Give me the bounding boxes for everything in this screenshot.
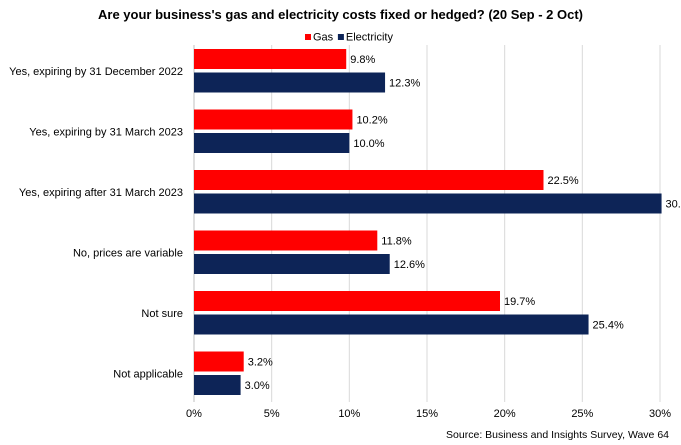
x-tick-label: 30% bbox=[649, 408, 671, 420]
bar-electricity bbox=[194, 375, 241, 395]
chart-title: Are your business's gas and electricity … bbox=[98, 7, 583, 22]
data-label: 12.6% bbox=[394, 259, 425, 271]
bar-gas bbox=[194, 109, 353, 130]
category-label: Yes, expiring after 31 March 2023 bbox=[19, 187, 183, 199]
x-tick-label: 20% bbox=[494, 408, 516, 420]
bar-gas bbox=[194, 170, 544, 190]
category-label: Not sure bbox=[141, 308, 183, 320]
x-tick-label: 0% bbox=[186, 408, 202, 420]
data-label: 10.2% bbox=[356, 115, 387, 127]
bar-gas bbox=[194, 230, 378, 251]
bar-electricity bbox=[194, 254, 390, 274]
legend-label-gas: Gas bbox=[313, 32, 334, 44]
x-tick-label: 25% bbox=[571, 408, 593, 420]
data-label: 11.8% bbox=[381, 236, 412, 248]
data-label: 12.3% bbox=[389, 78, 420, 90]
bar-electricity bbox=[194, 314, 589, 335]
category-label: Yes, expiring by 31 March 2023 bbox=[29, 126, 183, 138]
category-label: Not applicable bbox=[113, 368, 183, 380]
source-note: Source: Business and Insights Survey, Wa… bbox=[446, 429, 669, 441]
bar-electricity bbox=[194, 72, 386, 93]
bar-gas bbox=[194, 49, 347, 69]
legend-swatch-gas bbox=[305, 34, 311, 40]
data-label: 10.0% bbox=[353, 138, 384, 150]
data-label: 3.0% bbox=[245, 380, 270, 392]
legend-label-electricity: Electricity bbox=[346, 32, 394, 44]
category-label: Yes, expiring by 31 December 2022 bbox=[9, 66, 183, 78]
data-label: 9.8% bbox=[350, 54, 375, 66]
bar-gas bbox=[194, 291, 501, 311]
data-label: 19.7% bbox=[504, 296, 535, 308]
x-tick-label: 15% bbox=[416, 408, 438, 420]
data-label: 30.1% bbox=[666, 199, 681, 211]
bar-gas bbox=[194, 351, 244, 372]
bar-electricity bbox=[194, 193, 662, 214]
x-tick-label: 5% bbox=[264, 408, 280, 420]
category-label: No, prices are variable bbox=[73, 247, 183, 259]
data-label: 22.5% bbox=[548, 175, 579, 187]
bar-electricity bbox=[194, 133, 350, 153]
data-label: 25.4% bbox=[593, 320, 624, 332]
x-tick-label: 10% bbox=[338, 408, 360, 420]
data-label: 3.2% bbox=[248, 357, 273, 369]
legend-swatch-electricity bbox=[337, 34, 344, 40]
